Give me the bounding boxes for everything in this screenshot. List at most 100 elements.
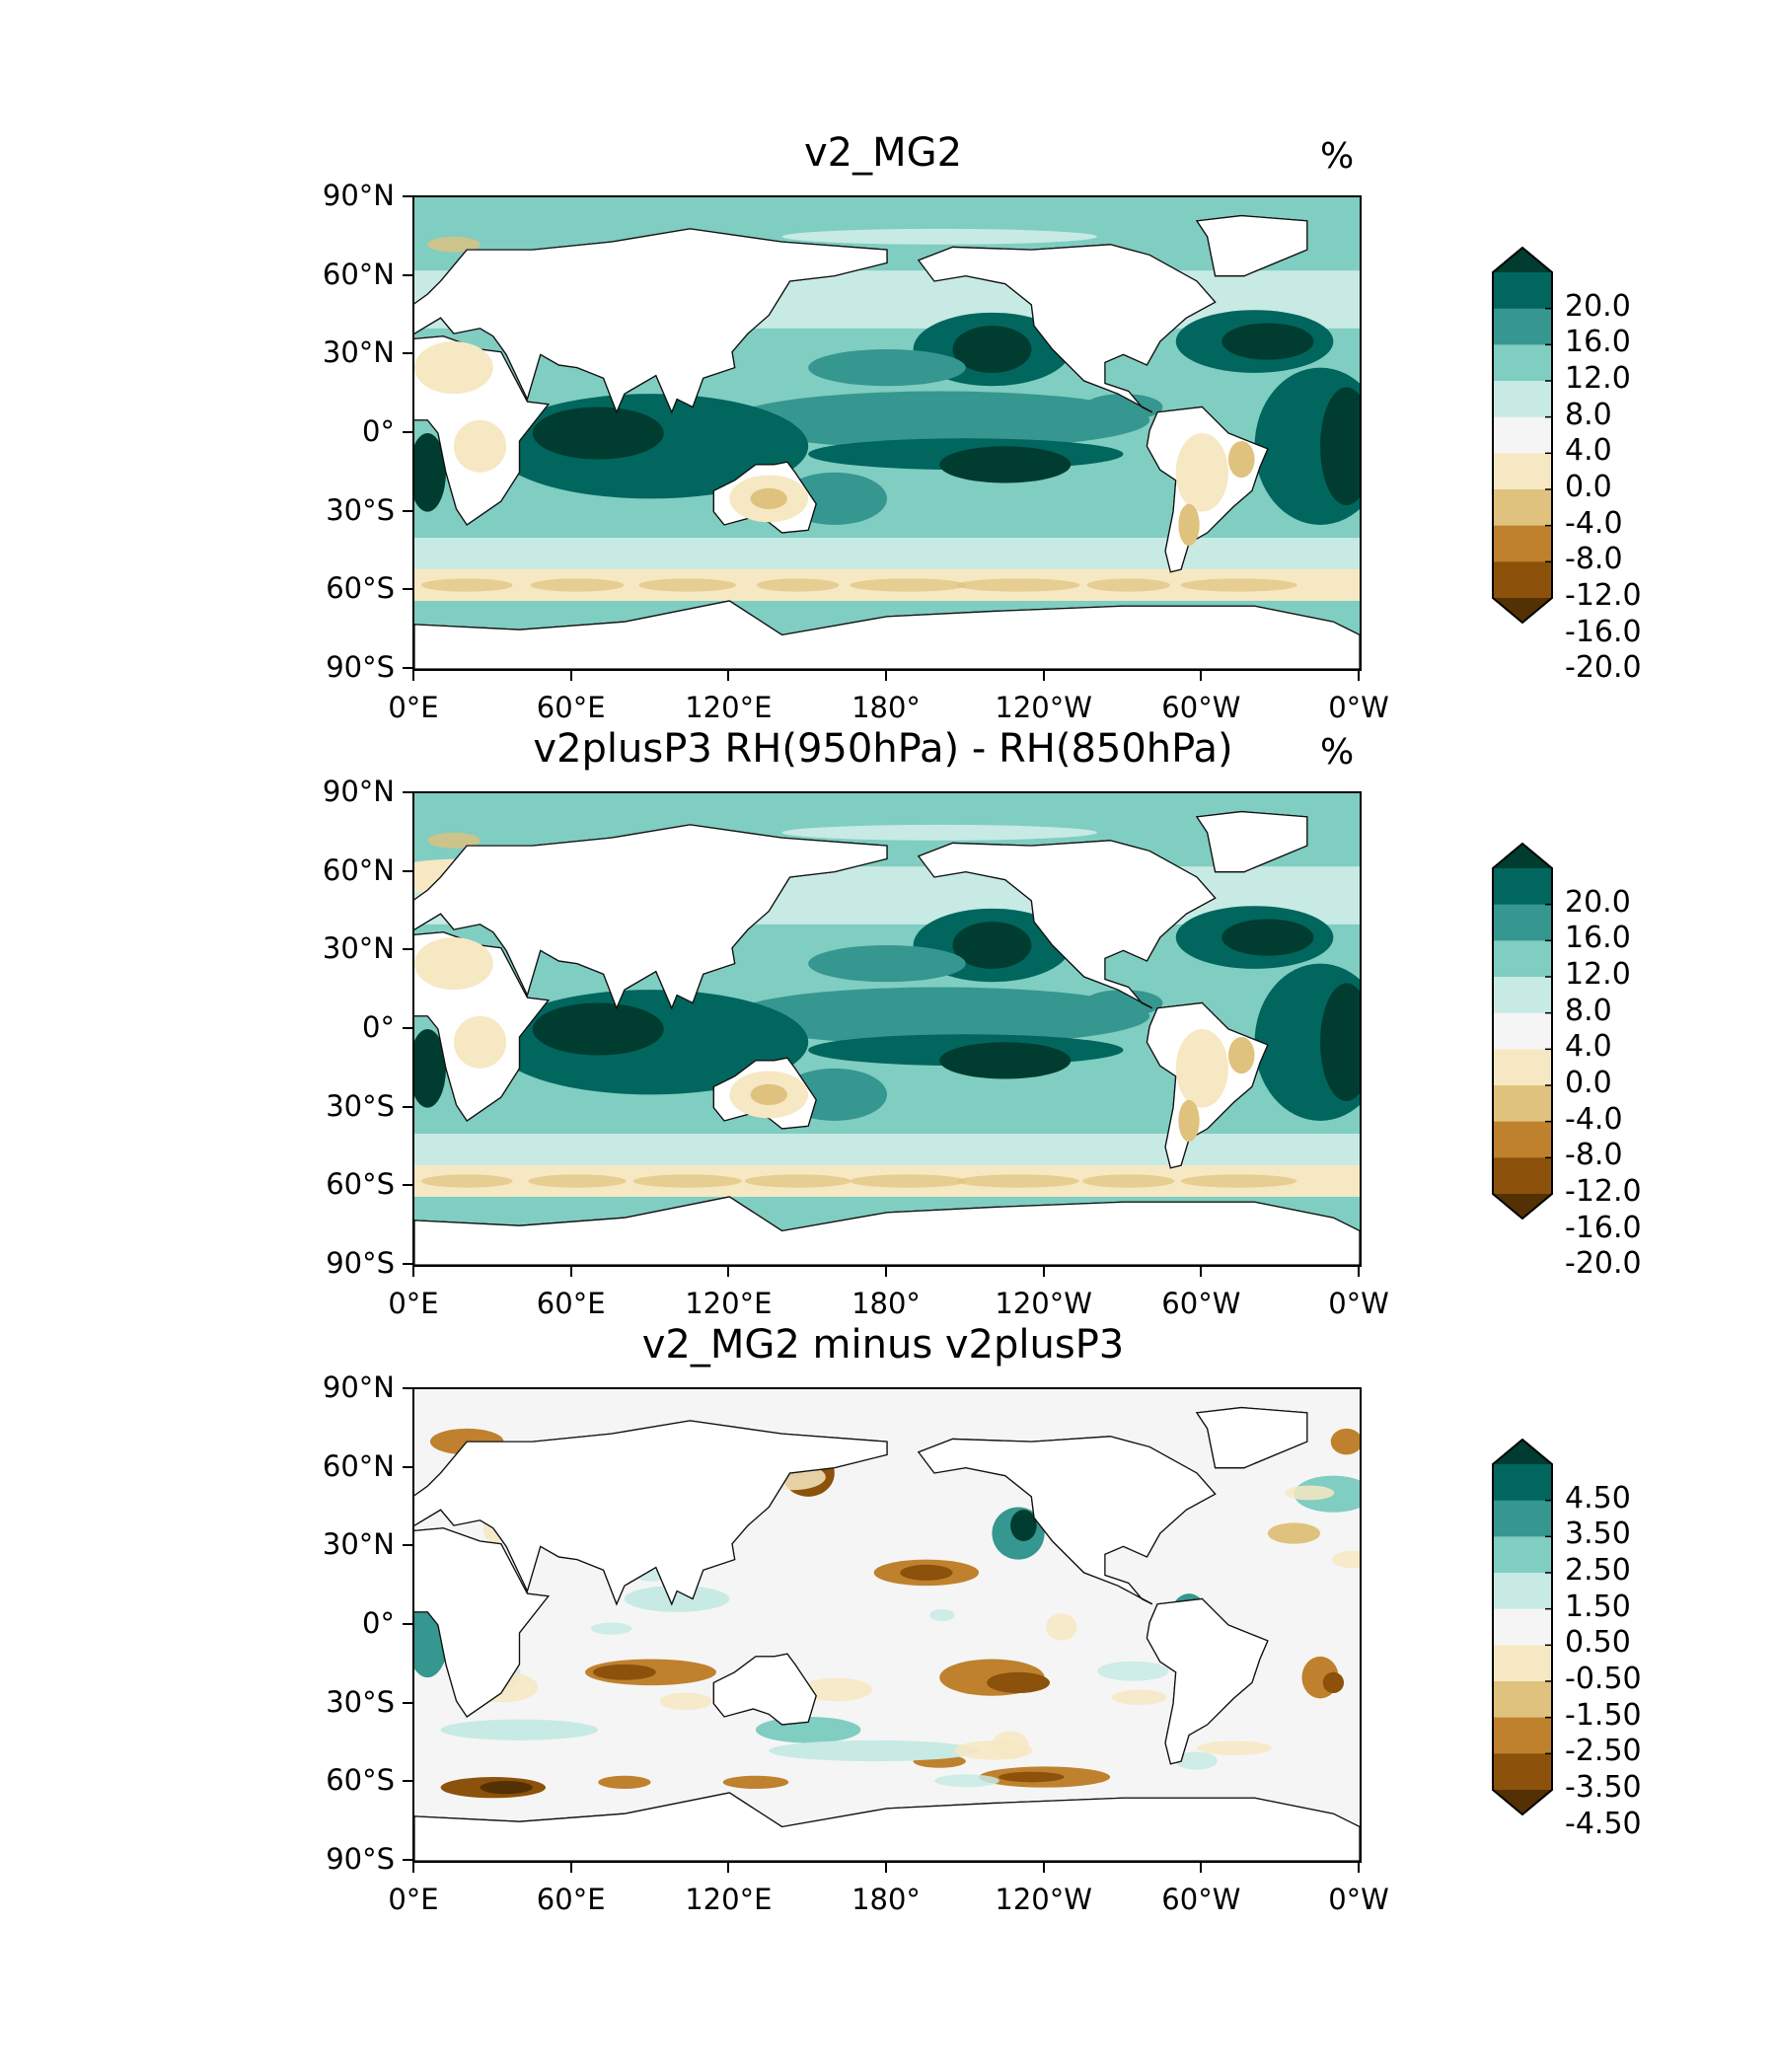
field-contour: [1178, 503, 1200, 547]
lon-tick-label: 180°: [851, 1883, 921, 1916]
colorbar-label: 16.0: [1565, 921, 1631, 956]
lat-tick-mark: [403, 869, 412, 872]
colorbar-label: 8.0: [1565, 993, 1612, 1028]
colorbar-diff: [1492, 1438, 1553, 1816]
coastline: [414, 1420, 888, 1606]
field-contour: [1111, 1689, 1167, 1705]
field-contour: [929, 1608, 955, 1622]
field-contour: [427, 832, 481, 849]
lat-tick-mark: [403, 948, 412, 951]
colorbar-label: 2.50: [1565, 1553, 1631, 1588]
lat-tick-label: 0°: [362, 1606, 395, 1640]
lat-tick-mark: [403, 1105, 412, 1108]
lat-tick-label: 90°N: [322, 775, 395, 808]
field-contour: [781, 228, 1097, 245]
field-contour: [934, 1774, 999, 1788]
colorbar-label: 8.0: [1565, 397, 1612, 432]
lon-tick-mark: [1042, 1863, 1045, 1873]
lat-tick-label: 90°S: [326, 1246, 395, 1280]
field-contour: [750, 1083, 787, 1106]
lon-tick-label: 120°W: [995, 691, 1092, 724]
lat-tick-label: 90°N: [322, 179, 395, 212]
map-field: [414, 793, 1360, 1265]
lon-tick-label: 0°W: [1328, 1287, 1389, 1320]
panel-title: v2plusP3 RH(950hPa) - RH(850hPa): [533, 726, 1233, 772]
lat-tick-label: 0°: [362, 1010, 395, 1044]
colorbar-outline: [1492, 246, 1553, 625]
lat-tick-label: 30°S: [326, 1088, 395, 1123]
field-band: [414, 1134, 1360, 1166]
colorbar-swatch: [1492, 904, 1553, 941]
field-contour: [590, 1622, 632, 1635]
field-contour: [1083, 990, 1163, 1016]
lon-tick-mark: [1358, 1267, 1360, 1277]
lon-tick-label: 0°E: [388, 1287, 439, 1320]
colorbar-swatch: [1492, 344, 1553, 382]
lon-tick-mark: [727, 1863, 730, 1873]
lat-tick-mark: [403, 1859, 412, 1861]
field-contour: [1285, 1485, 1335, 1501]
lat-tick-mark: [403, 1465, 412, 1468]
field-contour: [1267, 1522, 1321, 1544]
colorbar-swatch: [1492, 868, 1553, 906]
colorbar-swatch: [1492, 1157, 1553, 1195]
colorbar-label: -20.0: [1565, 1246, 1642, 1282]
colorbar-swatch: [1492, 1536, 1553, 1574]
coastline: [917, 1436, 1217, 1605]
field-contour: [528, 1174, 627, 1188]
lon-tick-mark: [1042, 1267, 1045, 1277]
field-contour: [592, 1664, 656, 1680]
colorbar-swatch: [1492, 561, 1553, 599]
lon-tick-mark: [412, 671, 414, 681]
field-contour: [1196, 1740, 1272, 1756]
lat-tick-label: 0°: [362, 414, 395, 448]
coastline: [1195, 1406, 1308, 1469]
field-contour: [956, 578, 1080, 592]
colorbar-swatch: [1492, 1464, 1553, 1502]
colorbar-label: -3.50: [1565, 1770, 1642, 1805]
field-contour: [440, 1719, 599, 1740]
lat-tick-mark: [403, 1184, 412, 1187]
colorbar-extend-min: [1492, 1194, 1553, 1220]
colorbar-label: -8.0: [1565, 1138, 1623, 1173]
coastline: [917, 244, 1217, 413]
colorbar-swatch: [1492, 525, 1553, 562]
colorbar-swatch: [1492, 381, 1553, 418]
field-contour: [1221, 323, 1314, 360]
field-contour: [414, 341, 493, 395]
coastline: [414, 1196, 1360, 1265]
field-contour: [530, 578, 625, 592]
field-contour: [1046, 1613, 1077, 1641]
field-contour: [952, 326, 1032, 373]
lon-tick-mark: [1200, 1267, 1203, 1277]
field-contour: [598, 1775, 651, 1789]
colorbar-label: -8.0: [1565, 542, 1623, 577]
lon-tick-label: 60°W: [1161, 1883, 1241, 1916]
colorbar-main: [1492, 246, 1553, 625]
colorbar-swatch: [1492, 272, 1553, 310]
map-field: [414, 1389, 1360, 1861]
lat-tick-label: 60°S: [326, 1763, 395, 1798]
field-contour: [900, 1564, 953, 1581]
colorbar-label: -12.0: [1565, 578, 1642, 613]
colorbar-label: 16.0: [1565, 325, 1631, 360]
lon-tick-label: 0°E: [388, 691, 439, 724]
field-contour: [1227, 440, 1255, 479]
lon-tick-label: 120°E: [685, 691, 773, 724]
field-contour: [1178, 1099, 1200, 1143]
colorbar-label: 12.0: [1565, 361, 1631, 396]
colorbar-label: -0.50: [1565, 1662, 1642, 1696]
field-contour: [1320, 387, 1360, 506]
field-contour: [414, 1029, 446, 1108]
lon-tick-mark: [569, 1863, 572, 1873]
lat-tick-label: 30°N: [322, 1527, 395, 1562]
colorbar-label: -16.0: [1565, 1210, 1642, 1245]
lat-tick-mark: [403, 1544, 412, 1547]
field-contour: [999, 1771, 1065, 1783]
map-area: [412, 791, 1362, 1267]
field-contour: [414, 937, 493, 991]
colorbar-label: 0.0: [1565, 1066, 1612, 1100]
field-contour: [414, 433, 446, 512]
field-contour: [1010, 1510, 1037, 1542]
lat-tick-label: 60°N: [322, 1448, 395, 1483]
